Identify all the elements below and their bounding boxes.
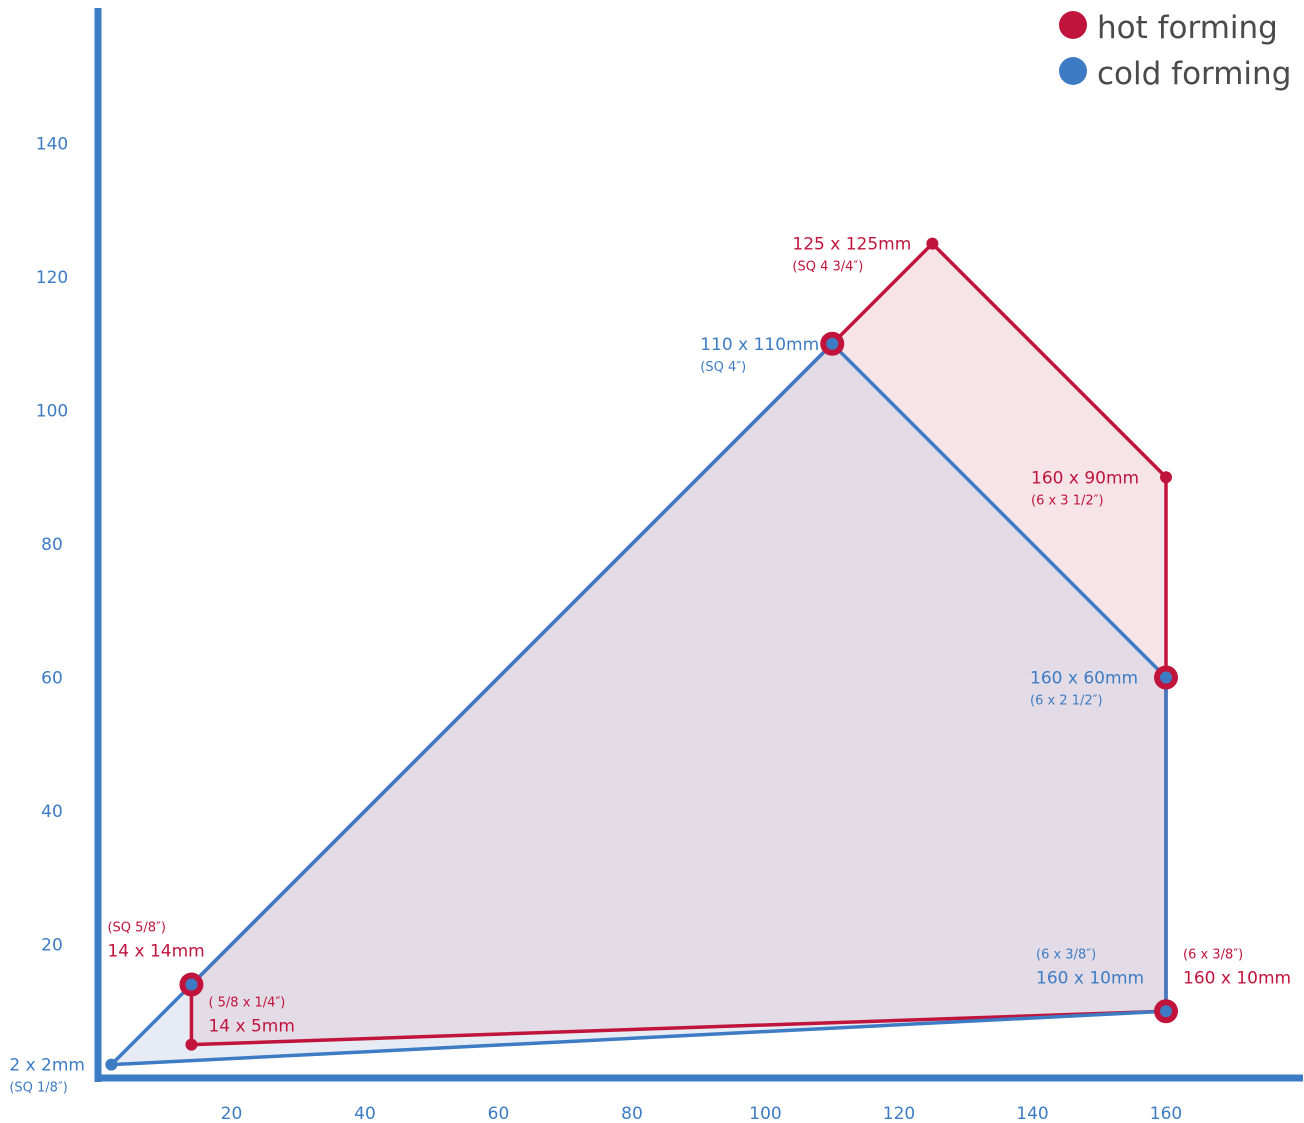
chart-ticks: 20 40 60 80 100 120 140 160 20 40 60 80 100 120 140 [36, 135, 1182, 1123]
point-label: 160 x 10mm [1183, 968, 1291, 988]
point-label: 160 x 60mm [1030, 669, 1138, 689]
point-label: 125 x 125mm [792, 235, 911, 255]
legend-label-hot: hot forming [1097, 10, 1278, 46]
y-tick-label: 140 [36, 135, 68, 155]
chart-series-lines [109, 241, 1168, 1067]
point-label: 14 x 5mm [208, 1017, 294, 1037]
point-sublabel: (SQ 1/8″) [9, 1081, 68, 1096]
point-label: 160 x 90mm [1031, 468, 1139, 488]
x-tick-label: 80 [621, 1104, 643, 1123]
x-tick-label: 120 [883, 1104, 915, 1123]
point-sublabel: (6 x 3 1/2″) [1031, 493, 1104, 508]
y-tick-label: 60 [41, 669, 63, 689]
x-tick-label: 20 [221, 1104, 243, 1123]
hot-forming-point [1160, 471, 1172, 484]
point-sublabel: (6 x 2 1/2″) [1030, 694, 1103, 709]
x-tick-label: 40 [354, 1104, 376, 1123]
chart-areas [111, 243, 1167, 1065]
point-sublabel: (SQ 4 3/4″) [792, 260, 863, 275]
point-sublabel: (6 x 3/8″) [1183, 947, 1243, 962]
cold-forming-line [109, 342, 1168, 1067]
point-sublabel: (6 x 3/8″) [1036, 947, 1096, 962]
point-sublabel: (SQ 4″) [700, 360, 746, 375]
legend-swatch-hot [1059, 11, 1087, 39]
hot-forming-point [185, 1038, 198, 1051]
y-tick-label: 20 [41, 936, 63, 956]
chart-axes [94, 8, 1303, 1082]
point-label: 160 x 10mm [1036, 968, 1144, 988]
cold-forming-point [105, 1058, 118, 1071]
point-label: 14 x 14mm [107, 942, 204, 962]
y-tick-label: 80 [41, 535, 63, 555]
x-tick-label: 60 [488, 1104, 510, 1123]
cold-forming-point [1160, 671, 1172, 684]
cold-forming-point [826, 337, 839, 350]
legend: hot forming cold forming [1059, 10, 1291, 92]
x-tick-label: 160 [1150, 1104, 1182, 1123]
chart-markers [105, 237, 1178, 1071]
x-tick-label: 100 [749, 1104, 781, 1123]
hot-forming-point [926, 237, 939, 250]
point-label: 110 x 110mm [700, 335, 819, 355]
legend-label-cold: cold forming [1097, 56, 1291, 92]
cold-forming-point [1160, 1005, 1172, 1018]
cold-forming-point [185, 978, 198, 991]
x-tick-label: 140 [1016, 1104, 1048, 1123]
y-tick-label: 40 [41, 802, 63, 822]
overlap-area [191, 343, 1166, 1045]
y-tick-label: 120 [36, 268, 68, 288]
legend-swatch-cold [1059, 57, 1087, 85]
y-tick-label: 100 [36, 402, 68, 422]
point-sublabel: (SQ 5/8″) [107, 921, 166, 936]
point-label: 2 x 2mm [9, 1056, 85, 1076]
point-sublabel: ( 5/8 x 1/4″) [208, 996, 285, 1011]
chart-point-labels: 14 x 14mm (SQ 5/8″) 14 x 5mm ( 5/8 x 1/4″) 1… [9, 235, 1291, 1096]
